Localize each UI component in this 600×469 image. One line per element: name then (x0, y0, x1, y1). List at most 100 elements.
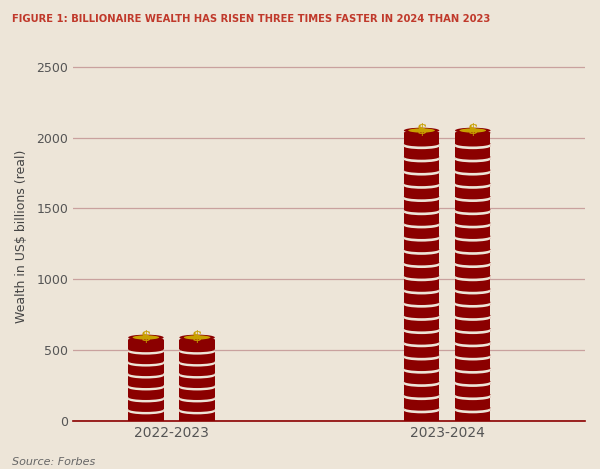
Ellipse shape (404, 275, 440, 281)
Ellipse shape (455, 262, 491, 268)
Ellipse shape (455, 302, 490, 307)
Ellipse shape (455, 313, 490, 318)
Bar (404, 357, 439, 368)
Ellipse shape (179, 408, 215, 414)
Bar (455, 212, 490, 223)
Ellipse shape (455, 235, 491, 242)
Ellipse shape (128, 334, 164, 340)
Ellipse shape (455, 381, 491, 387)
Ellipse shape (179, 394, 215, 400)
Text: $: $ (467, 123, 478, 137)
Ellipse shape (128, 406, 164, 412)
Bar (404, 291, 439, 302)
Bar (455, 146, 490, 157)
Ellipse shape (455, 355, 490, 360)
Text: $: $ (416, 123, 427, 137)
Ellipse shape (179, 347, 215, 352)
Bar (455, 225, 490, 236)
Ellipse shape (404, 209, 440, 215)
Ellipse shape (455, 247, 490, 252)
Ellipse shape (455, 326, 490, 332)
Ellipse shape (404, 381, 440, 387)
Bar (455, 331, 490, 342)
Ellipse shape (128, 373, 164, 378)
Ellipse shape (455, 141, 490, 146)
Ellipse shape (128, 361, 164, 366)
Text: FIGURE 1: BILLIONAIRE WEALTH HAS RISEN THREE TIMES FASTER IN 2024 THAN 2023: FIGURE 1: BILLIONAIRE WEALTH HAS RISEN T… (12, 14, 490, 24)
Ellipse shape (404, 418, 439, 424)
Ellipse shape (404, 183, 439, 189)
Bar (404, 371, 439, 381)
Ellipse shape (179, 360, 215, 367)
Ellipse shape (455, 196, 491, 202)
Ellipse shape (404, 249, 439, 255)
Bar (404, 265, 439, 276)
Bar (404, 239, 439, 250)
Ellipse shape (455, 368, 491, 374)
Ellipse shape (455, 207, 490, 212)
Ellipse shape (455, 169, 491, 175)
Ellipse shape (455, 167, 490, 173)
Ellipse shape (179, 373, 215, 378)
Ellipse shape (404, 392, 439, 397)
Ellipse shape (404, 249, 440, 255)
Ellipse shape (404, 405, 439, 411)
Ellipse shape (179, 396, 215, 402)
Ellipse shape (455, 378, 490, 384)
Ellipse shape (455, 408, 490, 413)
Ellipse shape (455, 288, 490, 294)
Ellipse shape (404, 354, 440, 361)
Ellipse shape (128, 358, 164, 364)
Bar (128, 352, 164, 361)
Bar (455, 344, 490, 355)
Bar (128, 375, 164, 385)
Ellipse shape (455, 328, 490, 334)
Ellipse shape (404, 196, 440, 202)
Ellipse shape (455, 209, 491, 215)
Ellipse shape (455, 157, 490, 162)
Ellipse shape (179, 418, 215, 424)
Ellipse shape (128, 384, 164, 391)
Ellipse shape (404, 355, 439, 360)
Ellipse shape (404, 328, 440, 334)
Ellipse shape (404, 181, 439, 186)
Ellipse shape (404, 222, 440, 228)
Ellipse shape (128, 349, 164, 355)
Ellipse shape (455, 196, 490, 202)
Bar (455, 186, 490, 197)
Ellipse shape (455, 222, 490, 228)
Ellipse shape (179, 408, 215, 414)
Ellipse shape (404, 128, 439, 133)
Ellipse shape (455, 262, 490, 268)
Ellipse shape (179, 406, 215, 412)
Ellipse shape (128, 348, 164, 355)
Ellipse shape (455, 154, 490, 160)
Ellipse shape (455, 315, 491, 321)
Ellipse shape (404, 154, 439, 160)
Bar (179, 375, 215, 385)
Bar (455, 265, 490, 276)
Ellipse shape (179, 372, 215, 378)
Bar (455, 173, 490, 183)
Bar (404, 278, 439, 289)
Ellipse shape (404, 407, 440, 413)
Bar (179, 363, 215, 373)
Ellipse shape (455, 249, 491, 255)
Ellipse shape (179, 385, 215, 390)
Bar (404, 186, 439, 197)
Bar (455, 357, 490, 368)
Ellipse shape (404, 408, 439, 413)
Ellipse shape (128, 371, 164, 376)
Ellipse shape (404, 182, 440, 189)
Bar (404, 344, 439, 355)
Ellipse shape (404, 220, 439, 226)
Ellipse shape (455, 315, 490, 321)
Bar (404, 397, 439, 408)
Ellipse shape (179, 349, 215, 355)
Ellipse shape (455, 249, 490, 255)
Ellipse shape (404, 222, 439, 228)
Ellipse shape (184, 335, 211, 340)
Ellipse shape (455, 273, 490, 279)
Ellipse shape (455, 286, 490, 292)
Bar (455, 410, 490, 421)
